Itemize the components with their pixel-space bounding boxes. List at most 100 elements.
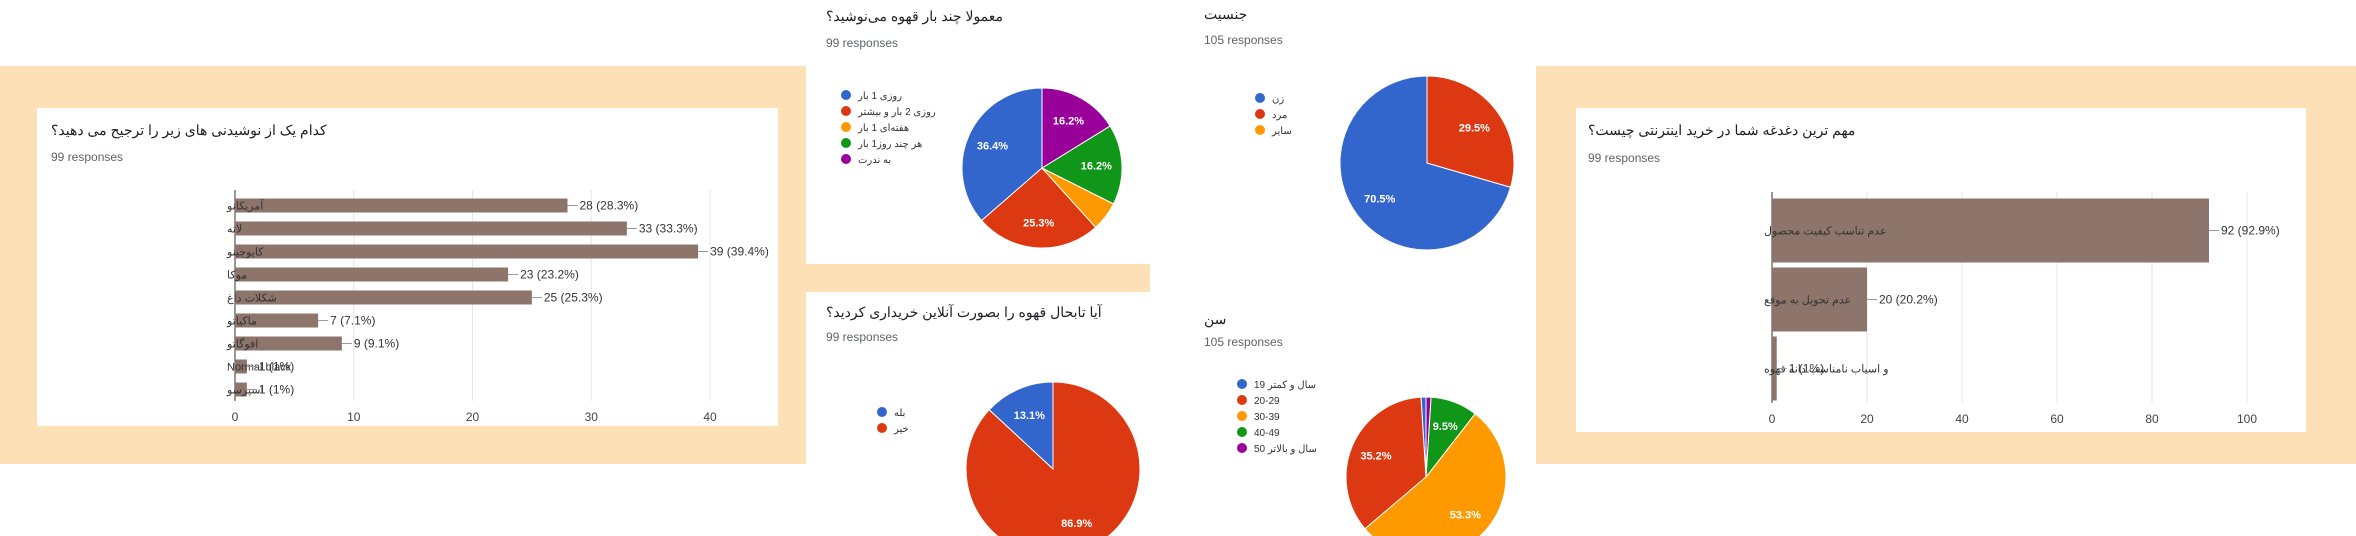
x-tick-label: 40 (703, 410, 717, 424)
slice-label: 35.2% (1360, 451, 1391, 463)
x-tick-label: 20 (466, 410, 480, 424)
pie-slice (1425, 396, 1432, 478)
pie-chart-gender: زن مرد سایر 70.5% 29.5% (1255, 75, 1515, 251)
response-count: 99 responses (1588, 151, 1661, 165)
slice-label: 13.1% (1014, 410, 1045, 422)
data-label: 1 (1%) (1789, 362, 1824, 376)
pie-slice (965, 381, 1141, 536)
legend-marker (1255, 125, 1265, 135)
category-label: شکلات داغ (227, 293, 277, 305)
bar (235, 336, 342, 351)
x-tick-label: 20 (1860, 412, 1874, 426)
legend-label: 30-39 (1254, 412, 1280, 423)
chart-card-online-purchase: آیا تابحال قهوه را بصورت آنلاین خریداری … (806, 292, 1152, 536)
slice-label: 16.2% (1081, 161, 1112, 173)
legend-marker (841, 122, 851, 132)
data-label: 33 (33.3%) (639, 222, 698, 236)
slice-label: 36.4% (977, 140, 1008, 152)
legend-label: سایر (1271, 126, 1292, 137)
pie-chart-frequency: روزی 1 بار روزی 2 بار و بیشتر هفته‌ای 1 با… (841, 87, 1123, 249)
category-label: عدم تناسب کیفیت محصول (1764, 226, 1887, 238)
bar (1772, 336, 1777, 401)
legend-label: روزی 2 بار و بیشتر (857, 107, 936, 118)
legend-label: روزی 1 بار (857, 91, 902, 102)
legend-marker (877, 407, 887, 417)
legend-marker (1237, 427, 1247, 437)
x-tick-label: 0 (232, 410, 239, 424)
legend-label: خیر (893, 424, 909, 435)
slice-label: 16.2% (1053, 115, 1084, 127)
legend-marker (877, 423, 887, 433)
bar (235, 359, 247, 374)
category-label: آمریکانو (226, 200, 264, 213)
chart-title: سن (1204, 311, 1227, 327)
category-label: موکا (227, 270, 247, 282)
x-tick-label: 10 (347, 410, 361, 424)
chart-title: آیا تابحال قهوه را بصورت آنلاین خریداری … (826, 304, 1102, 320)
chart-card-gender: جنسیت 105 responses زن مرد سایر 70.5% 29.5% (1190, 0, 1532, 264)
slice-label: 86.9% (1061, 518, 1092, 530)
chart-title: کدام یک از نوشیدنی های زیر را ترجیح می د… (51, 122, 327, 138)
data-label: 39 (39.4%) (710, 245, 769, 259)
legend-marker (1237, 379, 1247, 389)
legend-label: 19 سال و کمتر (1254, 380, 1316, 391)
pie-chart-age: 19 سال و کمتر 20-29 30-39 40-49 50 سال و بال… (1237, 379, 1507, 536)
bar (235, 244, 699, 259)
x-tick-label: 100 (2237, 412, 2257, 426)
legend-marker (1255, 109, 1265, 119)
bar (1772, 267, 1867, 332)
category-label: لاته (227, 224, 242, 236)
pie-slice (1041, 87, 1111, 169)
chart-title: معمولا چند بار قهوه می‌نوشید؟ (826, 8, 1004, 24)
category-label: ماکیاتو (226, 316, 257, 328)
data-label: 1 (1%) (259, 383, 294, 397)
pie-slice (988, 381, 1054, 471)
x-tick-label: 0 (1769, 412, 1776, 426)
slice-label: 53.3% (1450, 510, 1481, 522)
pie-slice (1364, 413, 1507, 536)
chart-title: مهم ترین دغدغه شما در خرید اینترنتی چیست… (1588, 122, 1856, 138)
data-label: 9 (9.1%) (354, 337, 399, 351)
response-count: 99 responses (826, 330, 899, 344)
legend-label: هفته‌ای 1 بار (857, 123, 909, 134)
bar (235, 313, 319, 328)
bar (235, 382, 247, 397)
pie-slice (980, 167, 1097, 249)
response-count: 99 responses (826, 36, 899, 50)
chart-card-concern: مهم ترین دغدغه شما در خرید اینترنتی چیست… (1576, 108, 2306, 432)
data-label: 7 (7.1%) (330, 314, 375, 328)
legend-marker (841, 154, 851, 164)
data-label: 92 (92.9%) (2221, 224, 2280, 238)
chart-card-fav-coffee: کدام یک از نوشیدنی های زیر را ترجیح می د… (37, 108, 778, 426)
data-label: 20 (20.2%) (1879, 293, 1938, 307)
category-label: افوگاتو (226, 338, 258, 351)
slice-label: 9.5% (1433, 421, 1458, 433)
response-count: 105 responses (1204, 335, 1283, 349)
legend-label: 50 سال و بالاتر (1254, 444, 1317, 455)
x-tick-label: 40 (1955, 412, 1969, 426)
data-label: 28 (28.3%) (580, 199, 639, 213)
legend-marker (1237, 411, 1247, 421)
pie-slice (1345, 396, 1427, 530)
legend-label: مرد (1272, 110, 1287, 121)
bar-chart-concern: 0 20 40 60 80 100 عدم تناسب کیفیت محصول 92 (92.… (1764, 192, 2280, 426)
legend-marker (1237, 443, 1247, 453)
category-label: کاپوچینو (226, 247, 264, 259)
bar (235, 290, 532, 305)
pie-slice (1426, 75, 1515, 188)
bar (235, 267, 509, 282)
category-label: Normal black (227, 362, 292, 374)
category-label: اسپرسو (226, 385, 264, 397)
chart-title: جنسیت (1204, 6, 1248, 22)
pie-slice (961, 87, 1043, 222)
bar (1772, 198, 2209, 263)
data-label: 23 (23.2%) (520, 268, 579, 282)
legend-label: 20-29 (1254, 396, 1280, 407)
legend-marker (841, 138, 851, 148)
legend-label: به ندرت (858, 155, 891, 166)
legend-label: زن (1272, 94, 1284, 105)
pie-chart-online-purchase: بله خیر 13.1% 86.9% (877, 381, 1141, 536)
x-tick-label: 30 (585, 410, 599, 424)
legend-label: بله (894, 408, 905, 419)
category-label: و اسیاب نامناسب دانه قهوه (1764, 364, 1889, 376)
